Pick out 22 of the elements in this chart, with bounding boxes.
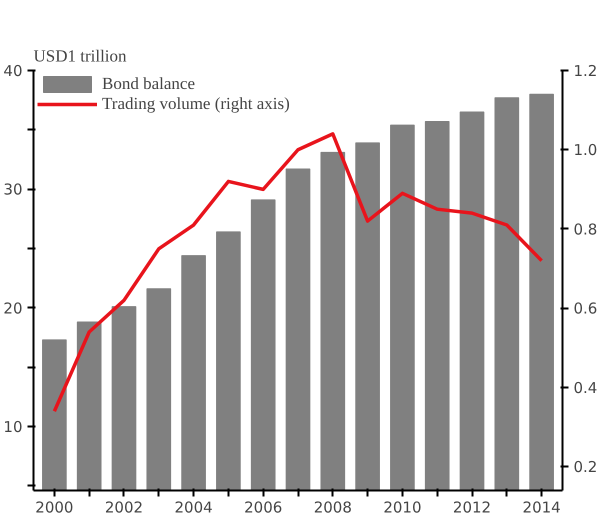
x-tick-label: 2008 xyxy=(314,498,352,516)
x-tick-label: 2006 xyxy=(244,498,282,516)
x-tick-label: 2000 xyxy=(35,498,74,516)
y-tick-label: 30 xyxy=(3,180,23,199)
y2-tick-label: 0.6 xyxy=(574,300,598,318)
y2-tick-label: 1.0 xyxy=(574,141,598,160)
x-tick-label: 2004 xyxy=(174,498,213,516)
x-tick-label: 2010 xyxy=(383,498,422,516)
x-tick-label: 2002 xyxy=(104,498,144,516)
y-tick-label: 20 xyxy=(3,299,23,318)
line-series xyxy=(52,132,544,414)
y2-tick-label: 0.4 xyxy=(574,378,598,397)
y2-tick-label: 1.2 xyxy=(574,62,598,80)
x-tick-label: 2012 xyxy=(452,498,492,516)
y2-tick-label: 0.2 xyxy=(574,458,598,476)
y2-tick-label: 0.8 xyxy=(574,220,598,238)
x-tick-label: 2014 xyxy=(522,498,561,516)
y-tick-label: 10 xyxy=(3,418,23,436)
legend-label: Trading volume (right axis) xyxy=(102,94,290,114)
y-tick-label: 40 xyxy=(3,62,23,80)
legend-label: Bond balance xyxy=(102,74,195,94)
chart-title: USD1 trillion xyxy=(34,46,128,66)
